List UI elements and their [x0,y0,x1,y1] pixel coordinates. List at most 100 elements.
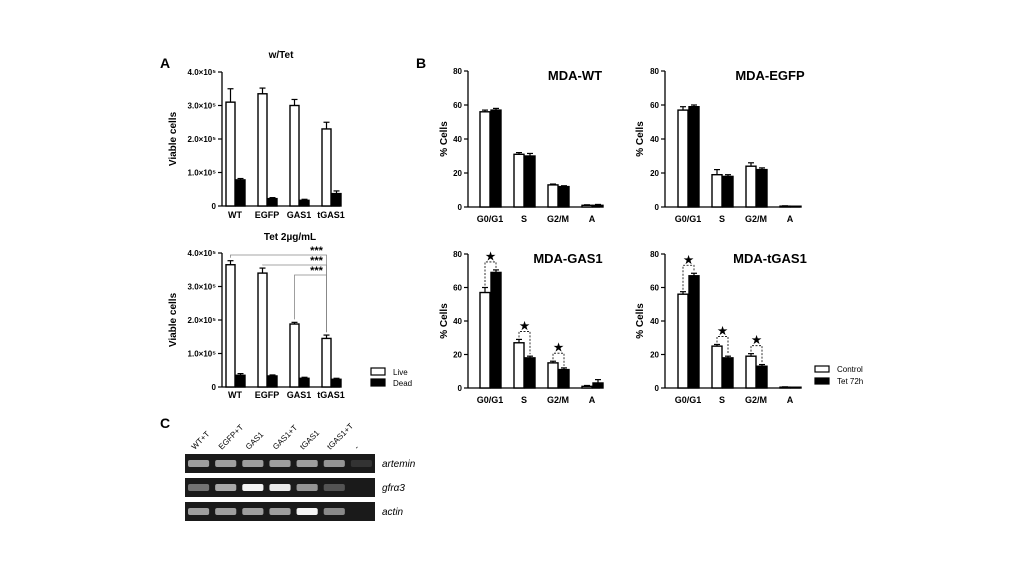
category-label-g2-m: G2/M [745,214,767,224]
chart-title: MDA-GAS1 [533,251,602,266]
bar-live-gas1 [289,104,300,207]
significance-bracket [716,336,729,355]
y-tick-label: 0 [458,384,463,393]
chart-mda-wt: MDA-WT % Cells 0 20 40 60 80 G0/G1 S G2/M A [439,67,604,224]
bar-live-wt [225,264,236,388]
lane-label-gas1-t: GAS1+T [271,423,299,451]
y-tick-label: 4.0×10⁵ [188,68,217,77]
legend-label-live: Live [393,368,408,377]
y-axis-label: % Cells [439,121,450,157]
category-label-g2-m: G2/M [745,395,767,405]
legend-label-control: Control [837,365,863,374]
bar-tet-72h-s [722,175,734,208]
category-label-s: S [719,395,725,405]
y-tick-label: 0 [212,202,217,211]
y-tick-label: 2.0×10⁵ [188,135,217,144]
bar-dead-egfp [267,197,278,207]
bar-control-s [513,342,525,389]
legend-swatch-control [814,365,830,373]
legend-label-tet: Tet 72h [837,377,863,386]
y-tick-label: 80 [650,67,659,76]
legend-a: Live Dead [370,367,412,388]
gel-band [323,484,345,491]
y-tick-label: 0 [655,384,660,393]
bar-tet-72h-g2-m [558,185,570,208]
y-tick-label: 20 [650,351,659,360]
category-label-gas1: GAS1 [287,390,312,400]
bar-tet-72h-a [592,204,604,208]
category-label-g0-g1: G0/G1 [675,395,702,405]
gel-band [242,508,264,515]
gene-label-actin: actin [382,507,404,518]
gel-band [188,484,210,491]
bar-dead-tgas1 [331,378,342,388]
chart-title: MDA-WT [548,68,602,83]
significance-bracket [294,274,327,333]
category-label-a: A [589,395,596,405]
bar-dead-egfp [267,375,278,388]
category-label-tgas1: tGAS1 [317,390,345,400]
significance-stars: *** [310,255,324,267]
bar-tet-72h-g2-m [558,368,570,389]
y-axis-label: % Cells [635,303,646,339]
y-tick-label: 2.0×10⁵ [188,316,217,325]
bar-dead-tgas1 [331,192,342,207]
chart-title: MDA-EGFP [735,68,805,83]
category-label-egfp: EGFP [255,390,280,400]
y-tick-label: 4.0×10⁵ [188,249,217,258]
chart-mda-tgas1: MDA-tGAS1 % Cells 0 20 40 60 80 G0/G1 S G2/M A ★ ★ ★ [635,250,807,405]
bar-control-a [581,204,593,208]
significance-bracket [682,264,695,290]
gel-band [188,460,210,467]
gel-band [215,484,237,491]
gel-band [296,460,318,467]
bar-live-gas1 [289,323,300,388]
y-tick-label: 60 [453,101,462,110]
y-tick-label: 1.0×10⁵ [188,350,217,359]
bar-tet-72h-s [722,357,734,389]
panel-label-b: B [416,55,426,71]
gel-band [269,508,291,515]
bar-live-tgas1 [321,337,332,388]
category-label-s: S [719,214,725,224]
significance-star: ★ [554,342,564,354]
y-tick-label: 0 [655,203,660,212]
bar-control-g0-g1 [677,109,689,208]
bar-control-a [581,385,593,389]
gel-band [242,460,264,467]
y-tick-label: 0 [212,383,217,392]
bar-live-tgas1 [321,128,332,207]
category-label-tgas1: tGAS1 [317,210,345,220]
bar-live-egfp [257,93,268,207]
lane-label-: - [352,443,360,451]
y-tick-label: 80 [650,250,659,259]
chart-w-tet: w/Tet Viable cells 0 1.0×10⁵ 2.0×10⁵ 3.0×10⁵ 4… [168,50,345,220]
lane-label-wt-t: WT+T [190,429,212,451]
y-tick-label: 40 [453,317,462,326]
category-label-wt: WT [228,210,242,220]
gel-band [188,508,210,515]
legend-swatch-dead [370,378,386,387]
y-axis-label: % Cells [439,303,450,339]
significance-stars: *** [310,265,324,277]
gel-band [296,484,318,491]
gel-band [296,508,318,515]
y-tick-label: 20 [453,351,462,360]
y-axis-label: Viable cells [168,111,179,166]
gel-band [323,460,345,467]
bar-tet-72h-g0-g1 [490,109,502,208]
gel-band [269,460,291,467]
significance-bracket [750,345,763,363]
bar-live-egfp [257,272,268,388]
y-tick-label: 40 [650,135,659,144]
y-axis-label: % Cells [635,121,646,157]
bar-live-wt [225,101,236,207]
gel-band [323,508,345,515]
y-tick-label: 40 [650,317,659,326]
y-tick-label: 3.0×10⁵ [188,102,217,111]
legend-b: Control Tet 72h [814,365,863,386]
bar-control-g2-m [745,355,757,389]
bar-control-g0-g1 [479,291,491,389]
bar-dead-gas1 [299,377,310,388]
